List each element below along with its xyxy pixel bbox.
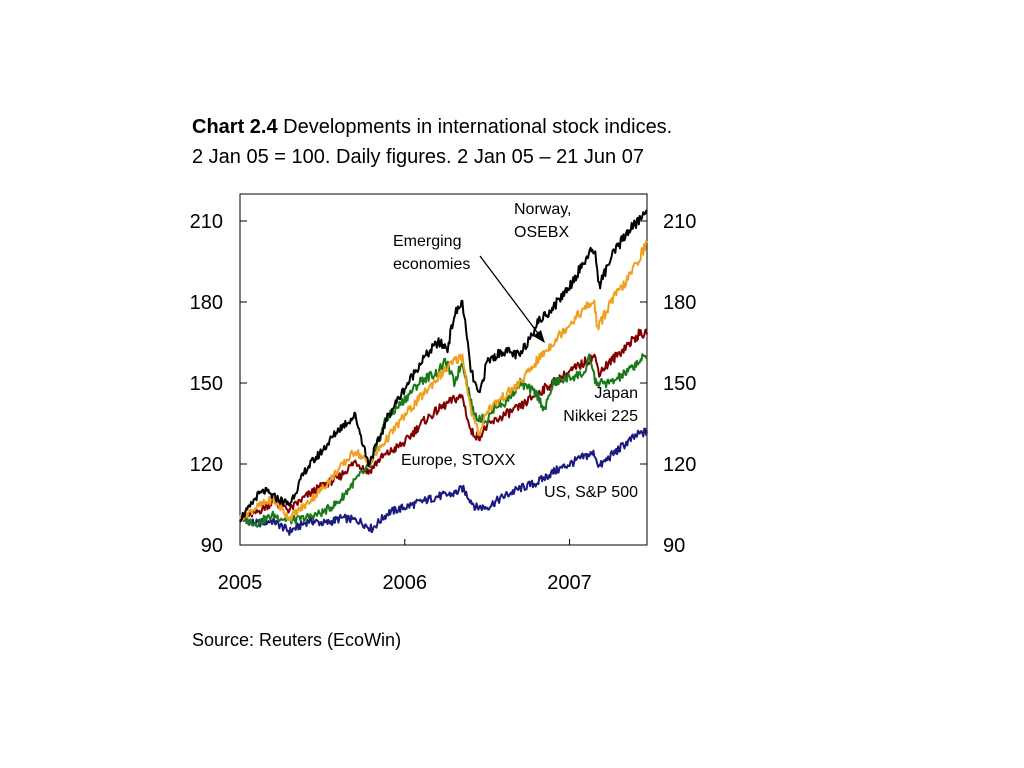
x-tick-label: 2006 [383, 572, 428, 594]
y-tick-label-left: 120 [190, 454, 223, 476]
chart-title: Chart 2.4 Developments in international … [192, 112, 752, 172]
chart-title-text: Developments in international stock indi… [277, 116, 673, 138]
series-label-us-s-p-500: US, S&P 500 [544, 484, 638, 501]
y-tick-label-left: 150 [190, 373, 223, 395]
y-tick-label-right: 180 [663, 292, 696, 314]
series-label-norway-osebx: Norway, [514, 201, 572, 218]
series-line-us-s-p-500 [239, 427, 648, 536]
series-line-emerging-economies [239, 240, 648, 522]
series-label-norway-osebx: OSEBX [514, 224, 569, 241]
x-tick-label: 2005 [218, 572, 263, 594]
series-label-emerging-economies: Emerging [393, 233, 461, 250]
chart-subtitle: 2 Jan 05 = 100. Daily figures. 2 Jan 05 … [192, 146, 644, 168]
series-label-europe-stoxx: Europe, STOXX [401, 452, 516, 469]
annotation-arrowhead [533, 330, 545, 343]
annotation-arrow-line [479, 255, 541, 337]
source-note: Source: Reuters (EcoWin) [192, 630, 402, 650]
series-labels: US, S&P 500 Europe, STOXX Japan Nikkei 225 E… [393, 201, 638, 501]
series-label-emerging-economies: economies [393, 256, 470, 273]
y-tick-label-right: 90 [663, 535, 685, 557]
y-tick-label-right: 150 [663, 373, 696, 395]
series-label-japan-nikkei-225: Japan [594, 385, 638, 402]
series-line-norway-osebx [239, 209, 648, 523]
x-tick-label: 2007 [547, 572, 592, 594]
series-lines [239, 209, 648, 536]
series-label-japan-nikkei-225: Nikkei 225 [563, 408, 638, 425]
y-tick-label-left: 210 [190, 211, 223, 233]
y-tick-label-left: 180 [190, 292, 223, 314]
plot-frame [239, 193, 648, 546]
chart-number: Chart 2.4 [192, 116, 278, 138]
series-line-japan-nikkei-225 [239, 353, 648, 528]
y-tick-label-right: 210 [663, 211, 696, 233]
axes: 90 90 120 120 150 150 180 180 210 210 2005 2006 2007 [190, 193, 696, 594]
y-tick-label-left: 90 [201, 535, 223, 557]
series-line-europe-stoxx [239, 328, 648, 523]
y-tick-label-right: 120 [663, 454, 696, 476]
